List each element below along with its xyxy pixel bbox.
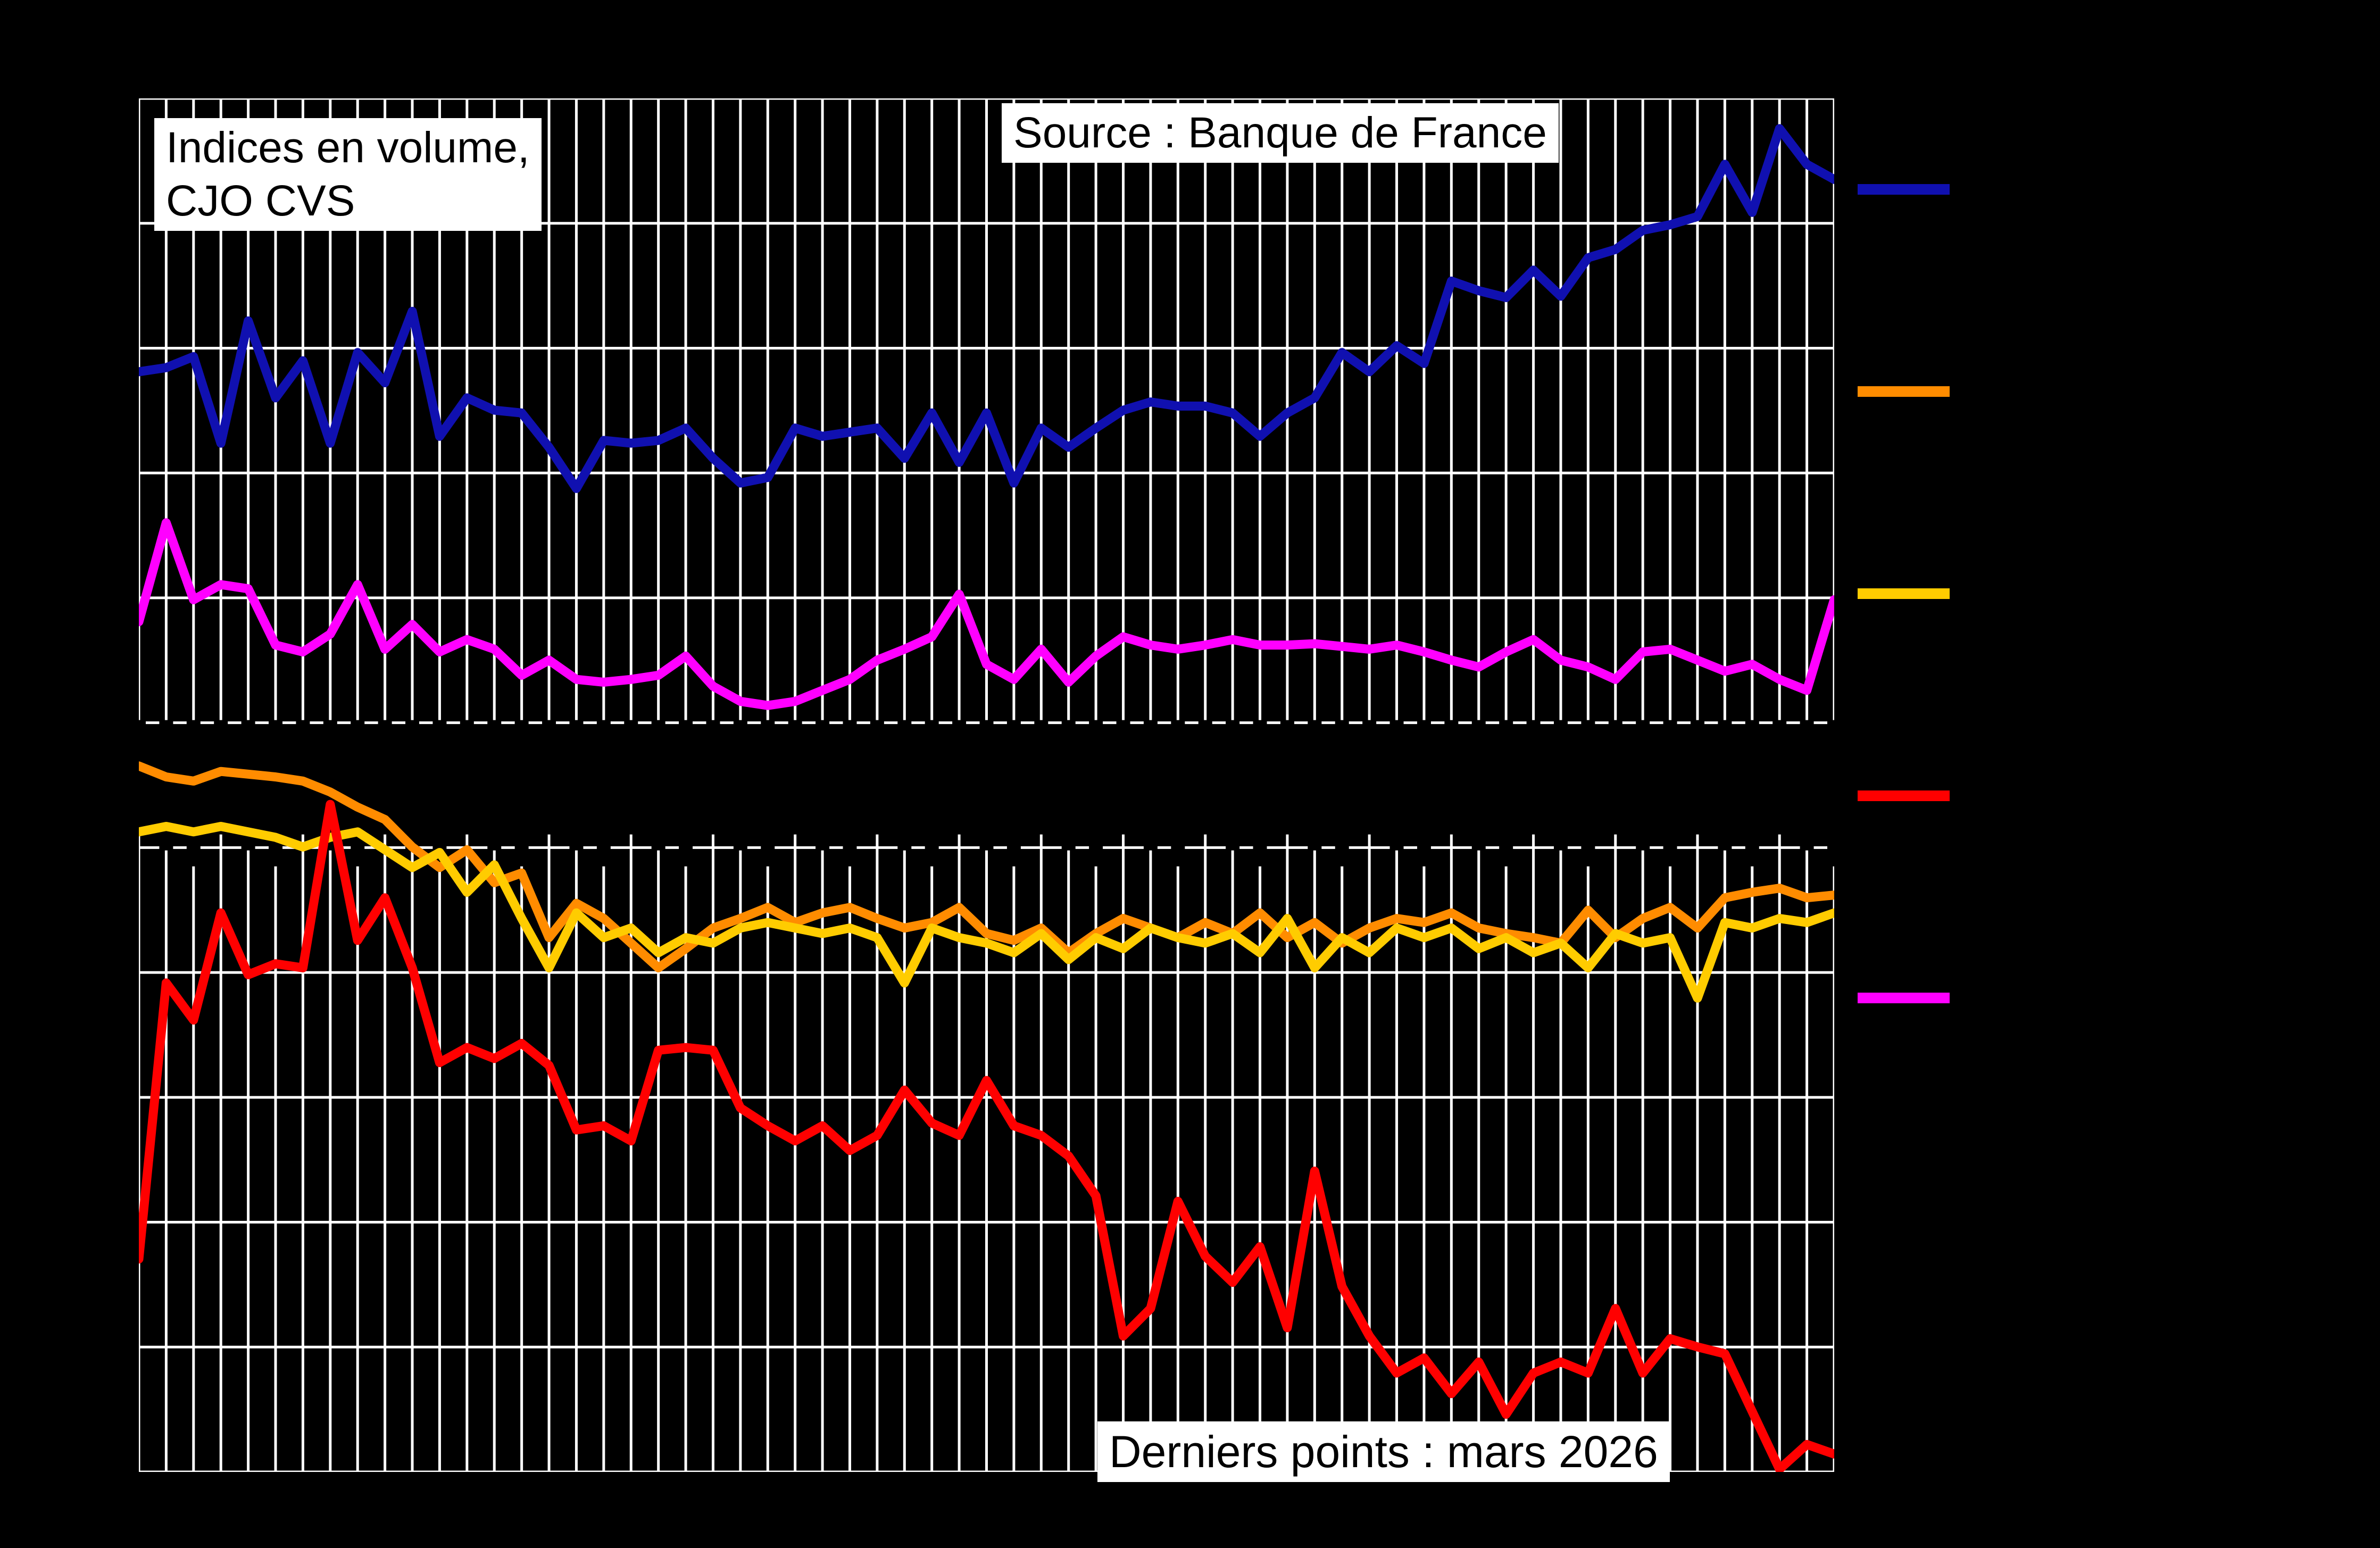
legend-item-yellow [1858, 588, 2336, 599]
derniers-points-box: Derniers points : mars 2026 [1097, 1421, 1670, 1483]
legend-item-dark-blue [1858, 184, 2336, 195]
indices-note-box: Indices en volume, CJO CVS [154, 118, 542, 231]
source-text: Source : Banque de France [1013, 109, 1547, 157]
legend-swatch-yellow [1858, 588, 1950, 599]
legend-item-magenta [1858, 993, 2336, 1003]
legend-swatch-red [1858, 790, 1950, 801]
legend [1858, 184, 2336, 1003]
source-box: Source : Banque de France [1002, 103, 1559, 163]
legend-item-orange [1858, 386, 2336, 397]
chart-canvas [139, 98, 1834, 1472]
indices-note-line1: Indices en volume, [166, 123, 530, 172]
derniers-points-text: Derniers points : mars 2026 [1109, 1427, 1658, 1477]
legend-item-red [1858, 790, 2336, 801]
indices-note-line2: CJO CVS [166, 177, 355, 226]
legend-swatch-dark-blue [1858, 184, 1950, 195]
legend-swatch-magenta [1858, 993, 1950, 1003]
legend-swatch-orange [1858, 386, 1950, 397]
plot-area [139, 98, 1834, 1472]
